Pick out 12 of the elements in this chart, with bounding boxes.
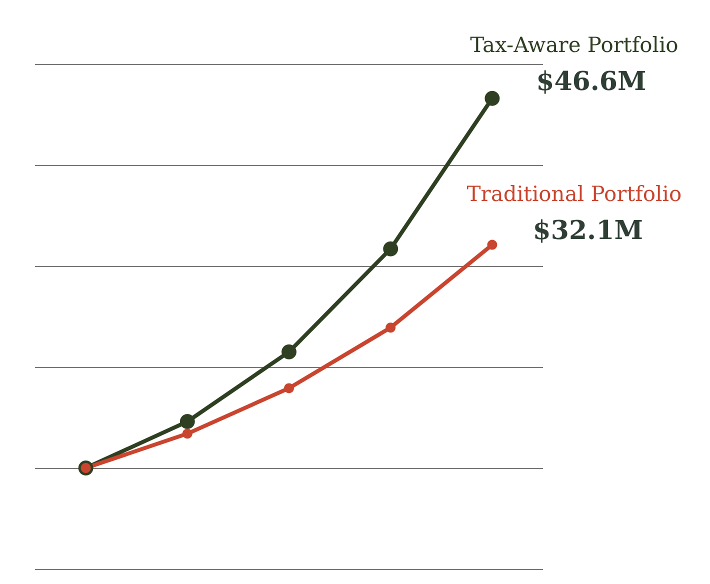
point	[284, 383, 294, 394]
point	[386, 322, 396, 333]
point	[282, 344, 296, 360]
series-label: Traditional Portfolio	[466, 182, 682, 206]
point	[180, 414, 195, 430]
point	[383, 241, 398, 256]
series-label: Tax-Aware Portfolio	[470, 32, 678, 57]
point	[484, 90, 500, 106]
data-label: $32.1M	[532, 216, 643, 246]
data-label: $46.6M	[536, 66, 646, 97]
point	[182, 428, 192, 439]
point	[487, 240, 498, 250]
